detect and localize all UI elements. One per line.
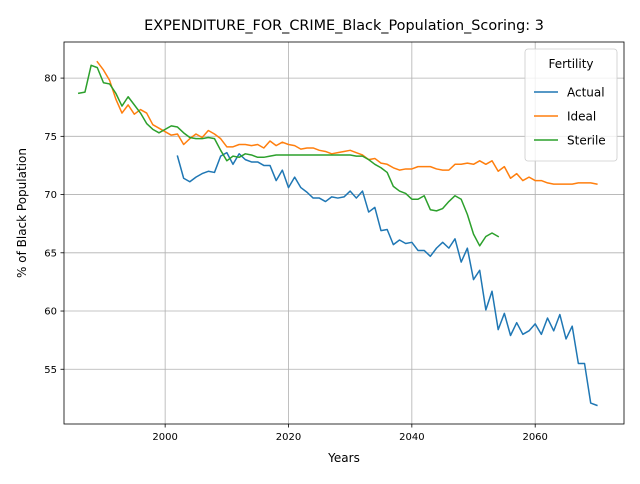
x-tick-label: 2000 [152,432,177,443]
chart-title: EXPENDITURE_FOR_CRIME_Black_Population_S… [144,18,544,34]
x-tick-label: 2020 [276,432,301,443]
x-tick-label: 2060 [522,432,547,443]
y-tick-label: 55 [44,365,57,376]
y-tick-label: 65 [44,248,57,259]
y-tick-label: 60 [44,307,57,318]
y-tick-label: 75 [44,132,57,143]
y-axis-label: % of Black Population [15,148,29,278]
legend-label-actual: Actual [567,86,605,100]
axes-frame [63,41,625,425]
y-tick-label: 80 [44,74,57,85]
series-line-actual [176,151,598,407]
y-tick-label: 70 [44,190,57,201]
legend-title: Fertility [548,57,593,71]
x-tick-label: 2040 [399,432,424,443]
series-line-ideal [96,60,598,185]
x-axis-label: Years [327,451,360,465]
series-lines [77,60,598,407]
legend-label-sterile: Sterile [567,134,606,148]
legend-box [524,48,618,162]
legend: Fertility Actual Ideal Sterile [524,48,618,162]
axes [63,41,625,425]
ticks: 2000 2020 2040 2060 55 60 65 70 75 80 [44,74,548,443]
series-line-sterile [77,64,500,247]
legend-label-ideal: Ideal [567,110,596,124]
